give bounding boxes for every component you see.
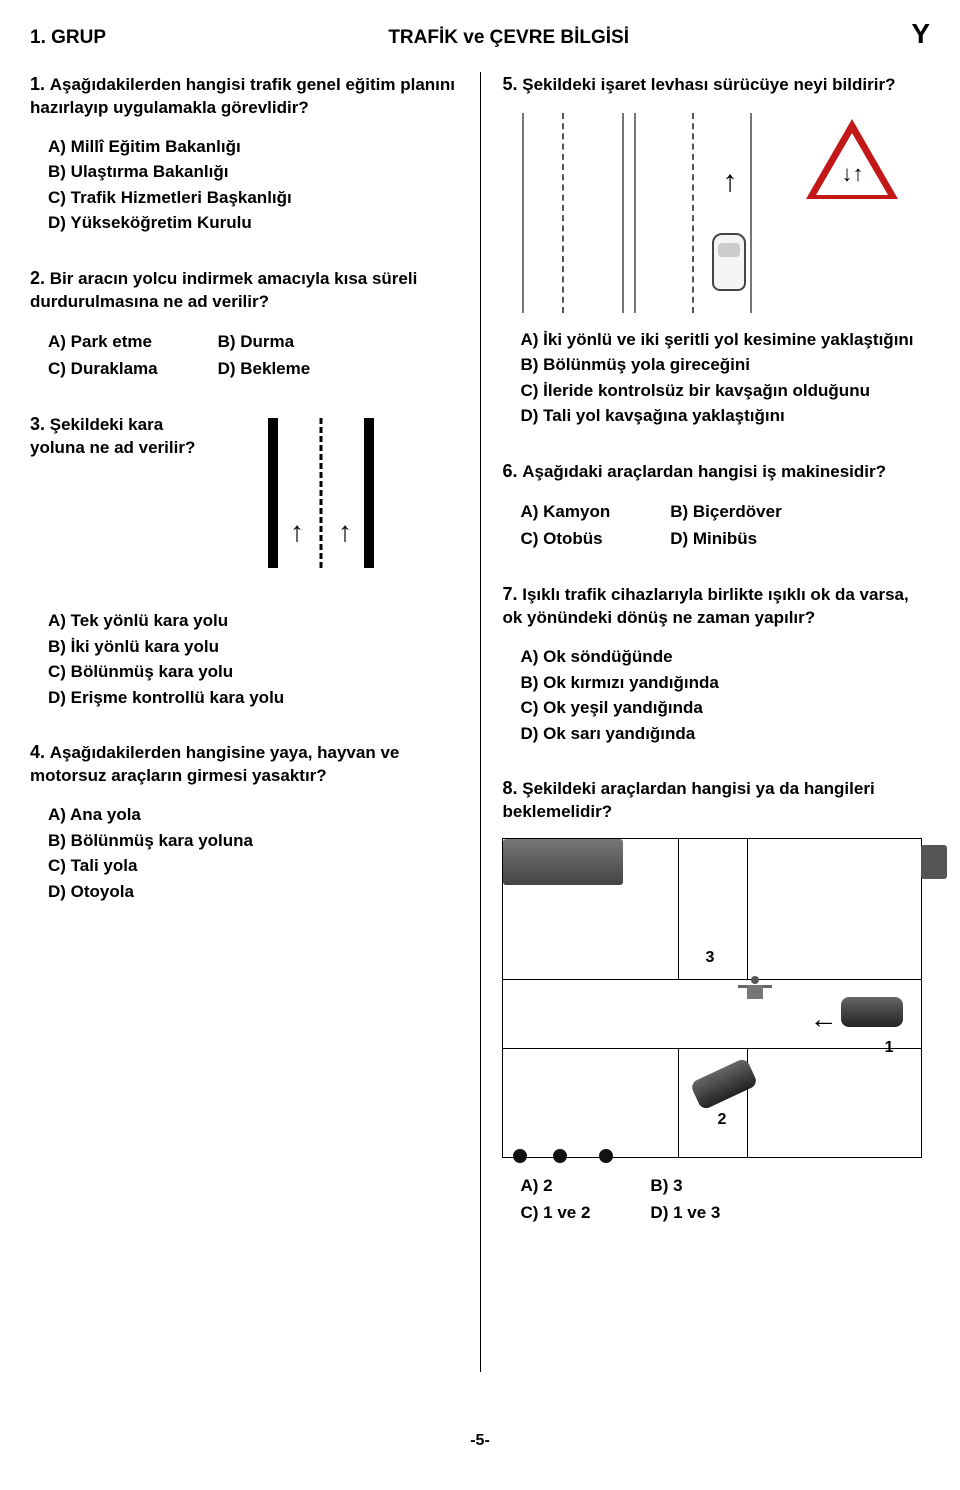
q6-number: 6. bbox=[502, 461, 517, 481]
q5-c: C) İleride kontrolsüz bir kavşağın olduğ… bbox=[520, 378, 930, 404]
q8-label-1: 1 bbox=[885, 1039, 894, 1057]
q4-d: D) Otoyola bbox=[48, 879, 458, 905]
q2-c: C) Duraklama bbox=[48, 355, 158, 382]
q6-answers: A) Kamyon C) Otobüs B) Biçerdöver D) Min… bbox=[502, 498, 930, 552]
up-arrow-icon: ↑ bbox=[290, 516, 304, 548]
q8-answers: A) 2 C) 1 ve 2 B) 3 D) 1 ve 3 bbox=[502, 1172, 930, 1226]
q4-b: B) Bölünmüş kara yoluna bbox=[48, 828, 458, 854]
q1-answers: A) Millî Eğitim Bakanlığı B) Ulaştırma B… bbox=[30, 134, 458, 236]
q6-b: B) Biçerdöver bbox=[670, 498, 781, 525]
question-2: 2. Bir aracın yolcu indirmek amacıyla kı… bbox=[30, 266, 458, 382]
q8-a: A) 2 bbox=[520, 1172, 590, 1199]
q6-text: Aşağıdaki araçlardan hangisi iş makinesi… bbox=[522, 462, 886, 481]
q3-c: C) Bölünmüş kara yolu bbox=[48, 659, 458, 685]
car-icon bbox=[712, 233, 746, 291]
q5-answers: A) İki yönlü ve iki şeritli yol kesimine… bbox=[502, 327, 930, 429]
sign-arrows: ↓↑ bbox=[806, 161, 898, 187]
question-8: 8. Şekildeki araçlardan hangisi ya da ha… bbox=[502, 776, 930, 1226]
q8-b: B) 3 bbox=[650, 1172, 720, 1199]
q4-number: 4. bbox=[30, 742, 45, 762]
q1-number: 1. bbox=[30, 74, 45, 94]
q5-b: B) Bölünmüş yola gireceğini bbox=[520, 352, 930, 378]
question-5: 5. Şekildeki işaret levhası sürücüye ney… bbox=[502, 72, 930, 429]
content-columns: 1. Aşağıdakilerden hangisi trafik genel … bbox=[30, 72, 930, 1372]
q2-number: 2. bbox=[30, 268, 45, 288]
q7-number: 7. bbox=[502, 584, 517, 604]
q3-answers: A) Tek yönlü kara yolu B) İki yönlü kara… bbox=[30, 608, 458, 710]
question-7: 7. Işıklı trafik cihazlarıyla birlikte ı… bbox=[502, 582, 930, 746]
q5-d: D) Tali yol kavşağına yaklaştığını bbox=[520, 403, 930, 429]
left-column: 1. Aşağıdakilerden hangisi trafik genel … bbox=[30, 72, 476, 1372]
header-code: Y bbox=[911, 18, 930, 50]
warning-sign-icon: ↓↑ bbox=[806, 119, 898, 201]
q8-number: 8. bbox=[502, 778, 517, 798]
question-1: 1. Aşağıdakilerden hangisi trafik genel … bbox=[30, 72, 458, 236]
q3-d: D) Erişme kontrollü kara yolu bbox=[48, 685, 458, 711]
q7-a: A) Ok söndüğünde bbox=[520, 644, 930, 670]
q2-answers: A) Park etme C) Duraklama B) Durma D) Be… bbox=[30, 328, 458, 382]
truck-icon bbox=[503, 839, 623, 885]
page-number: -5- bbox=[30, 1432, 930, 1450]
q5-figure: ↑ ↓↑ bbox=[512, 113, 902, 313]
q6-d: D) Minibüs bbox=[670, 525, 781, 552]
header-title: TRAFİK ve ÇEVRE BİLGİSİ bbox=[106, 27, 911, 49]
q8-label-2: 2 bbox=[717, 1111, 726, 1129]
header-group: 1. GRUP bbox=[30, 27, 106, 49]
page-header: 1. GRUP TRAFİK ve ÇEVRE BİLGİSİ Y bbox=[30, 18, 930, 50]
up-arrow-icon: ↑ bbox=[338, 516, 352, 548]
car-icon bbox=[841, 997, 903, 1027]
q7-d: D) Ok sarı yandığında bbox=[520, 721, 930, 747]
q8-d: D) 1 ve 3 bbox=[650, 1199, 720, 1226]
q1-d: D) Yükseköğretim Kurulu bbox=[48, 210, 458, 236]
question-3: 3. Şekildeki kara yoluna ne ad verilir? … bbox=[30, 412, 458, 710]
q8-label-3: 3 bbox=[705, 949, 714, 967]
q8-c: C) 1 ve 2 bbox=[520, 1199, 590, 1226]
up-arrow-icon: ↑ bbox=[722, 165, 737, 199]
q6-a: A) Kamyon bbox=[520, 498, 610, 525]
q7-answers: A) Ok söndüğünde B) Ok kırmızı yandığınd… bbox=[502, 644, 930, 746]
q4-answers: A) Ana yola B) Bölünmüş kara yoluna C) T… bbox=[30, 802, 458, 904]
q8-text: Şekildeki araçlardan hangisi ya da hangi… bbox=[502, 779, 874, 821]
q3-b: B) İki yönlü kara yolu bbox=[48, 634, 458, 660]
q7-c: C) Ok yeşil yandığında bbox=[520, 695, 930, 721]
q3-figure: ↑ ↑ bbox=[246, 418, 396, 568]
q1-c: C) Trafik Hizmetleri Başkanlığı bbox=[48, 185, 458, 211]
q7-text: Işıklı trafik cihazlarıyla birlikte ışık… bbox=[502, 585, 908, 627]
q8-figure: ← 3 1 2 bbox=[502, 838, 922, 1158]
left-arrow-icon: ← bbox=[809, 1003, 837, 1035]
q3-text: Şekildeki kara yoluna ne ad verilir? bbox=[30, 415, 195, 457]
q7-b: B) Ok kırmızı yandığında bbox=[520, 670, 930, 696]
q2-text: Bir aracın yolcu indirmek amacıyla kısa … bbox=[30, 269, 417, 311]
question-4: 4. Aşağıdakilerden hangisine yaya, hayva… bbox=[30, 740, 458, 904]
q3-number: 3. bbox=[30, 414, 45, 434]
q1-b: B) Ulaştırma Bakanlığı bbox=[48, 159, 458, 185]
q1-text: Aşağıdakilerden hangisi trafik genel eği… bbox=[30, 75, 455, 117]
q4-a: A) Ana yola bbox=[48, 802, 458, 828]
q5-a: A) İki yönlü ve iki şeritli yol kesimine… bbox=[542, 327, 930, 353]
q3-a: A) Tek yönlü kara yolu bbox=[48, 608, 458, 634]
q2-d: D) Bekleme bbox=[218, 355, 311, 382]
q6-c: C) Otobüs bbox=[520, 525, 610, 552]
q1-a: A) Millî Eğitim Bakanlığı bbox=[48, 134, 458, 160]
q2-a: A) Park etme bbox=[48, 328, 158, 355]
column-separator bbox=[480, 72, 481, 1372]
question-6: 6. Aşağıdaki araçlardan hangisi iş makin… bbox=[502, 459, 930, 552]
q4-text: Aşağıdakilerden hangisine yaya, hayvan v… bbox=[30, 743, 399, 785]
q2-b: B) Durma bbox=[218, 328, 311, 355]
q5-number: 5. bbox=[502, 74, 517, 94]
q4-c: C) Tali yola bbox=[48, 853, 458, 879]
q5-text: Şekildeki işaret levhası sürücüye neyi b… bbox=[522, 75, 895, 94]
right-column: 5. Şekildeki işaret levhası sürücüye ney… bbox=[484, 72, 930, 1372]
